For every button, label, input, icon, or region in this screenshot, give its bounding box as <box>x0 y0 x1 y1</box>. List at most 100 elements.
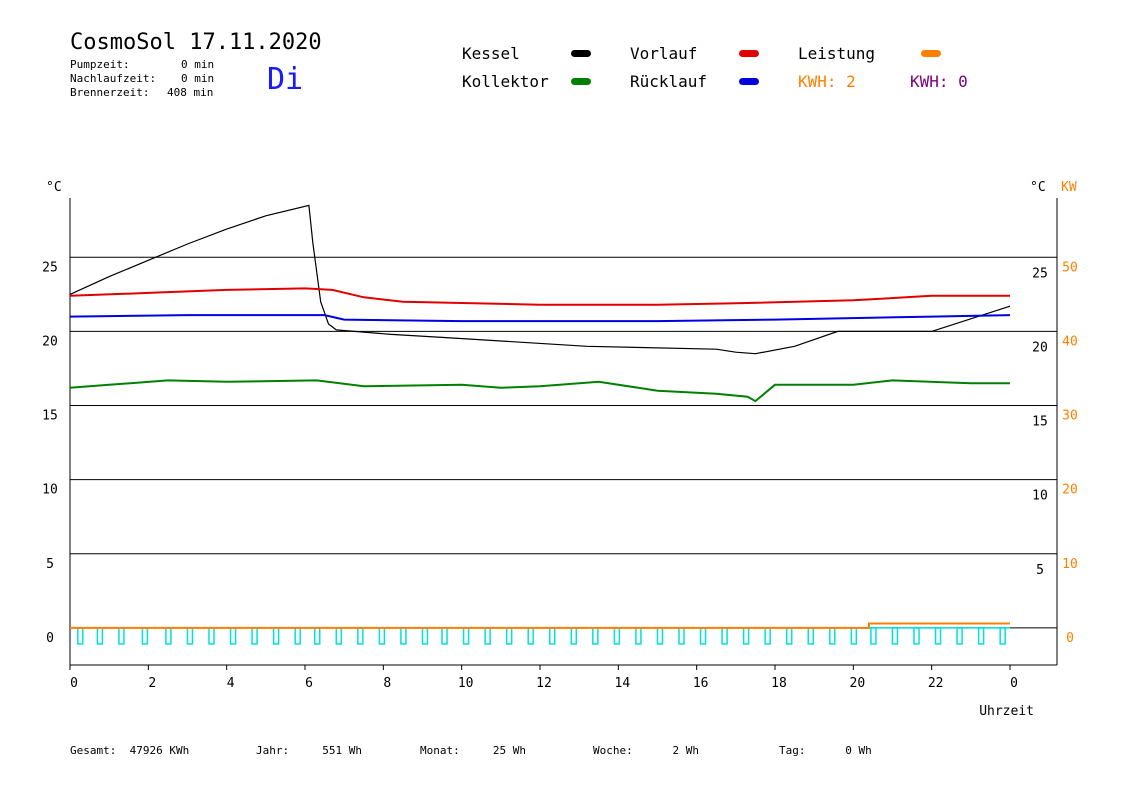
chart-title: CosmoSol 17.11.2020 <box>70 30 322 55</box>
series-line-kollektor <box>69 379 1010 403</box>
pump-pulse <box>294 627 301 645</box>
pump-pulse <box>592 627 599 645</box>
series-line-ruecklauf <box>69 314 1011 323</box>
pumpzeit-label: Pumpzeit: <box>70 58 130 71</box>
x-tick-label: 16 <box>693 676 709 691</box>
pump-pulse <box>77 627 84 645</box>
pump-pulse <box>400 627 407 645</box>
x-tick-label: 14 <box>615 676 631 691</box>
y-tick-label-kw: 10 <box>1062 557 1078 572</box>
pump-pulse <box>527 627 534 645</box>
y-tick-label-kw: 50 <box>1062 260 1078 275</box>
legend-vorlauf-swatch <box>739 50 759 57</box>
pump-pulse <box>807 627 814 645</box>
pump-pulse <box>484 627 491 645</box>
footer-monat: Monat: 25 Wh <box>420 744 526 757</box>
series-line-leistung <box>70 622 1010 629</box>
pump-pulse <box>635 627 642 645</box>
x-tick-label: 0 <box>70 676 78 691</box>
y-tick-label-right: 15 <box>1032 415 1048 430</box>
weekday-label: Di <box>267 62 304 97</box>
pump-pulse <box>913 627 920 645</box>
pump-pulse <box>421 627 429 645</box>
footer-woche: Woche: 2 Wh <box>593 744 699 757</box>
pump-pulse <box>96 627 104 645</box>
pump-pulse <box>870 627 877 645</box>
y-tick-label-kw: 20 <box>1062 483 1078 498</box>
x-tick-label: 6 <box>305 676 313 691</box>
pump-pulse <box>335 627 343 645</box>
y-tick-label-kw: 30 <box>1062 409 1078 424</box>
y-tick-label-right: 20 <box>1032 340 1048 355</box>
pump-pulse <box>462 627 470 645</box>
pumpzeit-value: 0 min <box>181 58 215 71</box>
pump-pulse <box>678 627 685 645</box>
pump-pulse <box>314 627 321 645</box>
pump-pulse <box>956 627 963 645</box>
legend-vorlauf-label: Vorlauf <box>630 44 698 63</box>
pump-pulse <box>977 627 985 645</box>
x-tick-label: 0 <box>1010 676 1018 691</box>
y-tick-label-left: 20 <box>42 334 58 349</box>
pump-pulse <box>656 627 664 645</box>
pump-pulse <box>251 627 258 645</box>
legend-leistung-swatch <box>921 50 941 57</box>
y-axis-label-right: °C <box>1030 180 1046 195</box>
pump-pulse <box>764 627 771 645</box>
legend-ruecklauf-swatch <box>739 78 759 85</box>
pump-pulse <box>357 627 364 645</box>
brennerzeit-label: Brennerzeit: <box>70 86 150 99</box>
pump-pulse <box>829 627 836 645</box>
legend-leistung-label: Leistung <box>798 44 876 63</box>
pump-pulse <box>141 627 149 645</box>
pump-pulse <box>613 627 621 645</box>
x-tick-label: 8 <box>383 676 391 691</box>
legend-kwh-left: KWH: 2 <box>798 72 856 91</box>
brennerzeit-value: 408 min <box>167 86 214 99</box>
pump-pulse <box>165 627 172 645</box>
legend-kwh-right: KWH: 0 <box>910 72 968 91</box>
pump-pulse <box>229 627 237 645</box>
x-tick-label: 18 <box>771 676 787 691</box>
legend-kessel-label: Kessel <box>462 44 520 63</box>
legend-kollektor-label: Kollektor <box>462 72 549 91</box>
y-axis-label-kw: KW <box>1061 180 1077 195</box>
pump-pulse <box>850 627 858 645</box>
x-tick-label: 12 <box>536 676 552 691</box>
x-axis-label: Uhrzeit <box>979 704 1034 719</box>
pump-pulse <box>934 627 942 645</box>
y-tick-label-left: 15 <box>42 409 58 424</box>
pump-pulse <box>570 627 578 645</box>
pump-pulse <box>721 627 728 645</box>
y-axis-label-left: °C <box>46 180 62 195</box>
series-line-vorlauf <box>69 287 1010 306</box>
pump-pulse <box>785 627 793 645</box>
pump-pulse <box>441 627 448 645</box>
y-tick-label-kw: 0 <box>1066 631 1074 646</box>
pump-pulse <box>272 627 280 645</box>
legend-ruecklauf-label: Rücklauf <box>630 72 708 91</box>
y-tick-label-left: 10 <box>42 483 58 498</box>
legend-kollektor-swatch <box>571 78 591 85</box>
pump-pulse <box>378 627 386 645</box>
y-tick-label-left: 25 <box>42 260 58 275</box>
x-tick-label: 10 <box>458 676 474 691</box>
nachlaufzeit-value: 0 min <box>181 72 215 85</box>
x-tick-label: 22 <box>928 676 944 691</box>
pump-pulse <box>549 627 556 645</box>
pump-pulse <box>118 627 125 645</box>
footer-gesamt: Gesamt: 47926 KWh <box>70 744 190 757</box>
pump-pulse <box>742 627 750 645</box>
series-line-kessel <box>69 204 1011 355</box>
y-tick-label-right: 10 <box>1032 489 1048 504</box>
pump-pulse <box>208 627 215 645</box>
y-tick-label-kw: 40 <box>1062 334 1078 349</box>
x-tick-label: 20 <box>850 676 866 691</box>
pump-pulse <box>999 627 1006 645</box>
x-tick-label: 4 <box>227 676 235 691</box>
y-tick-label-left: 0 <box>46 631 54 646</box>
y-tick-label-left: 5 <box>46 557 54 572</box>
x-tick-label: 2 <box>148 676 156 691</box>
y-tick-label-right: 25 <box>1032 266 1048 281</box>
